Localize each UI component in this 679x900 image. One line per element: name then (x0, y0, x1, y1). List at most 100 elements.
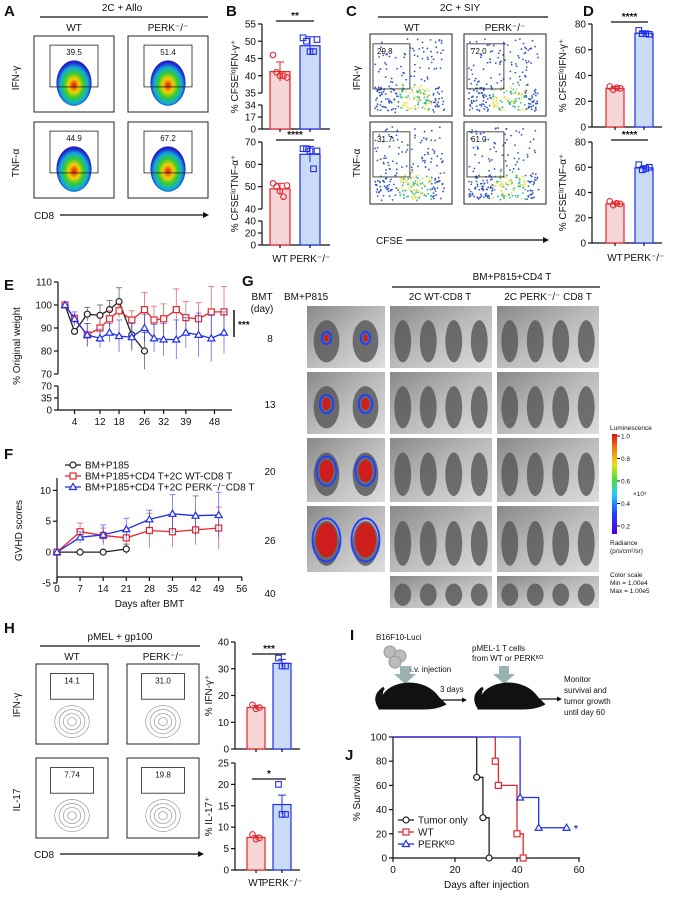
event-dot (430, 161, 432, 163)
event-dot (526, 153, 529, 156)
event-dot (512, 92, 515, 95)
event-dot (504, 176, 507, 179)
event-dot (469, 104, 471, 106)
event-dot (410, 166, 413, 169)
event-dot (386, 128, 389, 131)
event-dot (491, 183, 494, 186)
event-dot (504, 160, 507, 162)
event-dot (504, 98, 507, 101)
event-dot (534, 45, 536, 48)
event-dot (420, 84, 423, 87)
event-dot (512, 105, 515, 108)
event-dot (380, 100, 383, 103)
event-dot (497, 180, 500, 183)
event-dot (486, 97, 489, 100)
gate-percentage: 31.7 (377, 135, 393, 144)
y-tick-label: 80 (376, 757, 388, 768)
event-dot (377, 191, 380, 194)
panel-label-b: B (226, 3, 237, 20)
event-dot (500, 86, 503, 89)
gate (50, 673, 95, 700)
event-dot (379, 189, 382, 192)
event-dot (434, 181, 437, 184)
event-dot (374, 107, 377, 110)
event-dot (514, 194, 517, 197)
y-tick-label: 20 (575, 213, 587, 224)
series-line-control (64, 300, 146, 352)
marker-control (122, 545, 130, 553)
event-dot (413, 193, 416, 196)
event-dot (532, 181, 535, 183)
data-point (310, 165, 317, 173)
event-dot (509, 183, 512, 186)
event-dot (469, 41, 471, 43)
data-point (303, 37, 310, 45)
event-dot (411, 171, 414, 174)
event-dot (534, 88, 537, 91)
event-dot (479, 132, 482, 135)
flow-plot-frame (35, 663, 109, 745)
event-dot (388, 133, 390, 136)
y-tick-label: 20 (245, 229, 257, 240)
event-dot (519, 185, 521, 188)
legend-marker (68, 482, 78, 491)
event-dot (476, 196, 479, 199)
event-dot (520, 93, 523, 96)
event-dot (393, 98, 396, 101)
luminescence-signal (358, 459, 373, 483)
data-point (276, 72, 284, 80)
event-dot (500, 79, 503, 82)
event-dot (376, 108, 379, 111)
event-dot (491, 187, 494, 189)
event-dot (415, 199, 418, 202)
event-dot (413, 189, 416, 191)
event-dot (474, 153, 476, 156)
colorbar-title: Luminescence (610, 425, 652, 432)
event-dot (436, 91, 439, 94)
flow-plots-h: 14.1 31.0 7.74 19.8 (35, 663, 200, 839)
legend-entry: Tumor only (418, 816, 468, 827)
event-dot (410, 190, 413, 193)
panel-label-j: J (345, 747, 353, 764)
data-point (252, 835, 260, 843)
event-dot (434, 88, 437, 90)
event-dot (405, 180, 408, 183)
luminescence-edge (320, 330, 333, 346)
x-tick-label: 4 (72, 417, 78, 428)
event-dot (410, 75, 412, 78)
event-dot (412, 182, 415, 184)
marker-control (473, 773, 481, 781)
col-perk-cd8: 2C PERK⁻/⁻ CD8 T (504, 292, 592, 303)
luminescence-edge (354, 455, 377, 487)
event-dot (505, 174, 508, 177)
event-dot (374, 86, 377, 89)
event-dot (523, 181, 526, 184)
event-dot (493, 188, 496, 191)
event-dot (435, 67, 438, 70)
event-dot (383, 157, 385, 160)
event-dot (528, 147, 531, 150)
event-dot (435, 164, 438, 167)
y-axis-label: % Original weight (12, 307, 23, 385)
event-dot (472, 64, 475, 67)
event-dot (522, 186, 524, 189)
event-dot (421, 106, 424, 109)
event-dot (524, 198, 527, 200)
event-dot (471, 95, 474, 98)
event-dot (493, 185, 496, 187)
event-dot (422, 183, 425, 186)
event-dot (384, 172, 387, 175)
event-dot (513, 189, 516, 192)
color-scale-min: Min = 1.00e4 (610, 580, 648, 587)
y-tick-label: 5 (223, 844, 229, 855)
event-dot (422, 92, 425, 95)
event-dot (509, 103, 511, 106)
event-dot (432, 192, 435, 195)
x-tick-label: 40 (511, 865, 523, 876)
event-dot (478, 109, 480, 112)
event-dot (443, 171, 446, 174)
panel-label-a: A (4, 3, 15, 20)
event-dot (524, 75, 527, 78)
event-dot (508, 98, 511, 100)
event-dot (504, 199, 507, 201)
